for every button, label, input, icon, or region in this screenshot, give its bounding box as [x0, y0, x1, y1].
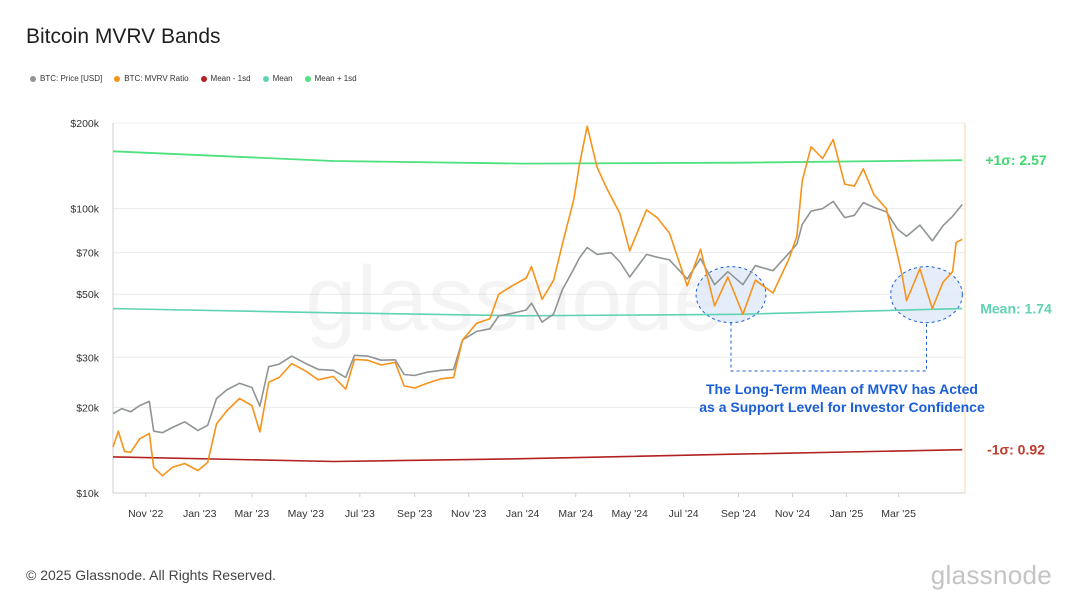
y-tick-label: $10k [76, 488, 100, 500]
y-tick-label: $30k [76, 352, 100, 364]
mean-line [112, 307, 963, 317]
mvrv-ratio-line [112, 125, 963, 477]
x-tick-label: Jan '25 [830, 508, 864, 520]
x-tick-label: Nov '24 [775, 508, 810, 520]
legend-item-price[interactable]: BTC: Price [USD] [30, 74, 102, 83]
annotation-text: as a Support Level for Investor Confiden… [699, 399, 985, 415]
price-line [112, 200, 963, 434]
annotation-text: The Long-Term Mean of MVRV has Acted [706, 381, 978, 397]
x-tick-label: Jul '23 [345, 508, 375, 520]
copyright-text: © 2025 Glassnode. All Rights Reserved. [26, 567, 277, 583]
x-tick-label: Mar '25 [881, 508, 916, 520]
x-tick-label: Mar '23 [235, 508, 270, 520]
x-tick-label: Sep '24 [721, 508, 756, 520]
legend-label-mean-plus-1sd: Mean + 1sd [314, 74, 357, 83]
legend-item-mvrv[interactable]: BTC: MVRV Ratio [114, 74, 189, 83]
legend-label-mvrv: BTC: MVRV Ratio [124, 74, 189, 83]
y-tick-label: $100k [70, 204, 99, 216]
y-tick-label: $70k [76, 248, 100, 260]
x-tick-label: May '24 [611, 508, 648, 520]
watermark-logo: glassnode [305, 248, 724, 350]
x-tick-label: Nov '22 [128, 508, 163, 520]
chart-legend: BTC: Price [USD] BTC: MVRV Ratio Mean - … [30, 74, 357, 83]
minus-1sigma-label: -1σ: 0.92 [987, 442, 1045, 458]
mean-plus-1sd-line [112, 150, 963, 165]
y-tick-label: $50k [76, 289, 100, 301]
x-tick-label: Sep '23 [397, 508, 432, 520]
legend-label-mean-minus-1sd: Mean - 1sd [210, 74, 251, 83]
legend-item-mean-plus-1sd[interactable]: Mean + 1sd [304, 74, 357, 83]
glassnode-logo: glassnode [930, 560, 1052, 590]
x-tick-label: Mar '24 [558, 508, 593, 520]
legend-marker-mean-plus-1sd [304, 75, 311, 82]
x-tick-label: May '23 [288, 508, 325, 520]
legend-marker-price [30, 75, 36, 82]
annotation-connector [730, 322, 928, 372]
legend-item-mean-minus-1sd[interactable]: Mean - 1sd [200, 74, 251, 83]
mean-label: Mean: 1.74 [980, 301, 1052, 317]
y-tick-label: $200k [70, 118, 99, 130]
legend-marker-mean-minus-1sd [200, 75, 207, 82]
legend-label-price: BTC: Price [USD] [40, 74, 103, 83]
legend-marker-mean [262, 75, 269, 82]
legend-label-mean: Mean [272, 74, 293, 83]
y-tick-label: $20k [76, 402, 100, 414]
x-tick-label: Nov '23 [451, 508, 486, 520]
x-tick-label: Jan '24 [506, 508, 540, 520]
plus-1sigma-label: +1σ: 2.57 [985, 152, 1047, 168]
legend-item-mean[interactable]: Mean [262, 74, 293, 83]
x-tick-label: Jul '24 [669, 508, 699, 520]
chart-title: Bitcoin MVRV Bands [26, 25, 221, 48]
mean-minus-1sd-line [112, 448, 963, 463]
legend-marker-mvrv [114, 75, 121, 82]
x-tick-label: Jan '23 [183, 508, 217, 520]
